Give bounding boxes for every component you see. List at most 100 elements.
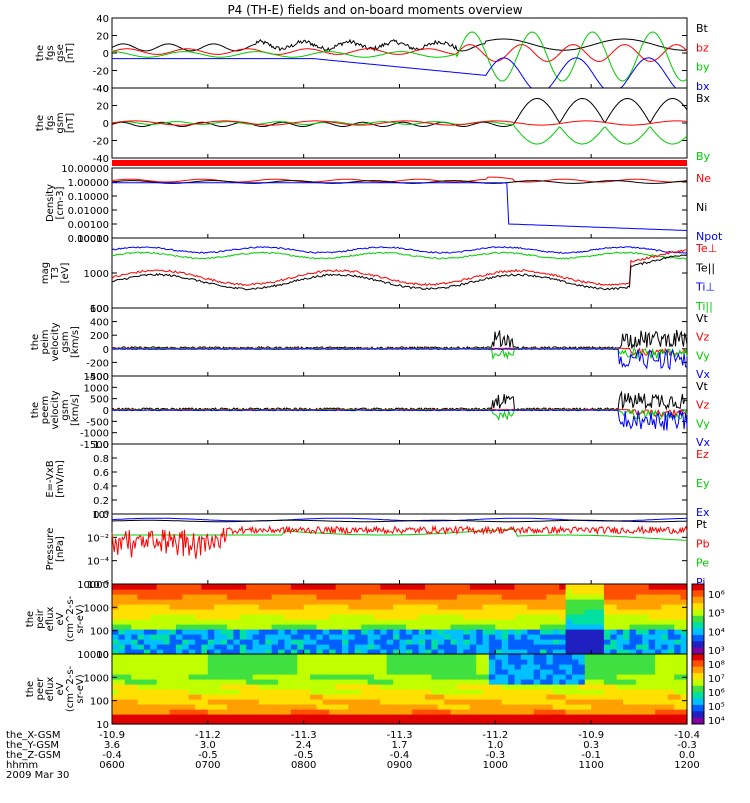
series-Pt [111,519,688,523]
flag-bar-fill [112,160,687,166]
y-tick-label: 100 [90,627,109,638]
panel-peir-eflux: 10⁶ 10⁵ 10⁴ 10³ 10000 1000 100 10 the peir eflux eV… [25,580,725,661]
y-tick-label: 10⁻⁶ [87,580,109,591]
legend-Npot: Npot [696,230,723,243]
series-Vy [112,408,688,422]
series-Vt [111,329,688,350]
y-tick-label: 0.2 [93,496,109,507]
y-axis-label: (cm^2-s- [65,595,76,642]
y-axis-label: velocity [50,390,61,429]
ephemeris-value: 1100 [578,760,603,771]
ephemeris-label: the_Y-GSM [6,740,59,751]
ephemeris-value: -0.3 [677,740,697,751]
series-Vy [112,347,688,361]
ephemeris-value: -0.5 [294,750,314,761]
y-tick-label: 40 [96,14,109,25]
legend-bx: bx [696,80,710,93]
ephemeris-label: the_Z-GSM [6,750,61,761]
y-axis-label: the [30,402,41,418]
colorbar-label: 10⁴ [708,716,725,727]
y-axis-label: peim [40,329,51,354]
ephemeris-value: -0.4 [390,750,410,761]
series-bz [111,44,688,62]
y-tick-label: 400 [90,318,109,329]
series-Ti-par [111,251,688,260]
y-tick-label: -40 [93,84,109,95]
y-tick-label: 0.4 [93,482,109,493]
y-tick-label: -500 [86,417,109,428]
panel-frame [111,513,688,585]
series-by [112,31,688,82]
series-Npot [112,182,688,231]
y-tick-label: 600 [90,304,109,315]
legend-Pt: Pt [696,518,708,531]
panel-fgs-gse: 40 20 0 -20 -40 the fgs gse [nT] Bt bz by bx [35,14,710,95]
y-tick-label: 10⁻² [87,533,109,544]
y-axis-label: gsm [60,399,71,420]
series-Bx [111,97,688,127]
panel-frame [111,443,688,515]
y-axis-label: eflux [45,677,56,702]
ephemeris-value: 1.0 [487,740,503,751]
series-Te-par [111,253,688,291]
ephemeris-value: 0.0 [679,750,695,761]
ephemeris-value: 3.6 [104,740,120,751]
colorbar-frame [691,653,705,725]
ephemeris-value: 0800 [291,760,316,771]
legend-Ni: Ni [696,201,707,214]
ephemeris-value: 2.4 [296,740,312,751]
y-tick-label: -400 [86,372,109,383]
series-Bt [111,38,688,52]
y-tick-label: 200 [90,331,109,342]
y-tick-label: 10⁰ [92,510,109,521]
ephemeris-value: -11.3 [387,730,413,741]
y-axis-label: peer [35,677,46,701]
y-axis-label: the [35,45,46,61]
y-tick-label: 0.8 [93,454,109,465]
colorbar-label: 10⁵ [708,609,725,620]
legend-Te⊥: Te⊥ [695,242,717,255]
y-tick-label: 0.00010 [68,234,109,245]
legend-Pb: Pb [696,537,710,550]
colorbar-label: 10⁵ [708,702,725,713]
legend-Vt: Vt [696,312,709,325]
chart-title: P4 (TH-E) fields and on-board moments ov… [227,3,522,17]
y-tick-label: -200 [86,358,109,369]
y-axis-label: fgs [45,45,56,60]
series-Te-perp [111,248,688,287]
legend-Pe: Pe [696,557,709,570]
panel-temperature: 10000 1000 100 mag T3 [eV] Te⊥ Te|| Ti⊥ Ti|| [40,234,717,315]
colorbar-label: 10⁶ [708,688,725,699]
y-tick-label: 0.0 [93,510,109,521]
ephemeris-value: -11.2 [195,730,221,741]
ephemeris-value: 0600 [99,760,124,771]
legend-Ez: Ez [696,448,709,461]
legend-Te||: Te|| [695,261,715,274]
legend-Ex: Ex [696,506,710,519]
legend-Ey: Ey [696,477,710,490]
panel-fgs-gsm: 40 20 0 -20 -40 the fgs gsm [nT] Bx By [35,84,711,165]
y-tick-label: 0.00100 [68,220,109,231]
legend-Vt: Vt [696,380,709,393]
legend-by: by [696,61,710,74]
y-axis-label: E=-VxB [45,460,56,497]
legend-By: By [696,150,711,163]
y-axis-label: eflux [45,607,56,632]
y-axis-label: sr-eV) [75,674,86,703]
y-axis-label: sr-eV) [75,604,86,633]
y-tick-label: -1500 [80,440,109,451]
ephemeris-value: -10.9 [99,730,125,741]
y-tick-label: 1.00000 [68,178,109,189]
y-axis-label: [km/s] [70,394,81,426]
y-tick-label: -40 [93,154,109,165]
y-tick-label: 0 [103,406,109,417]
y-tick-label: 20 [96,32,109,43]
y-tick-label: 0 [103,345,109,356]
legend-Vx: Vx [696,368,711,381]
colorbar-label: 10⁷ [708,674,725,685]
ephemeris-value: -10.9 [578,730,604,741]
ephemeris-value: 0.3 [583,740,599,751]
series-bx [112,57,687,89]
series-Ne [111,176,688,183]
